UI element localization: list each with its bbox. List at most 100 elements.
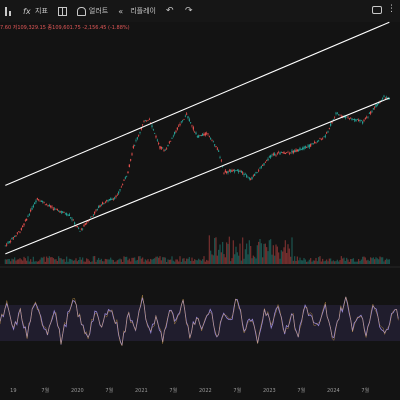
- volume-bar: [254, 256, 256, 264]
- volume-bar: [364, 257, 366, 264]
- replay-button[interactable]: « 리플레이: [118, 6, 156, 16]
- volume-bar: [219, 244, 221, 264]
- candle-body: [183, 119, 185, 120]
- candle-body: [304, 146, 306, 148]
- candle-body: [15, 235, 17, 236]
- candle-body: [104, 202, 106, 203]
- candle-body: [76, 226, 78, 227]
- volume-bar: [386, 258, 388, 264]
- volume-bar: [284, 240, 286, 264]
- volume-bar: [30, 259, 32, 264]
- candle-body: [314, 141, 316, 144]
- volume-bar: [135, 260, 137, 264]
- volume-bar: [215, 237, 217, 264]
- volume-bar: [370, 257, 372, 264]
- candle-body: [340, 116, 342, 117]
- volume-bar: [75, 258, 77, 264]
- candle-body: [72, 219, 74, 221]
- volume-bar: [282, 251, 284, 264]
- layout-button[interactable]: [57, 6, 67, 16]
- candle-body: [298, 149, 300, 152]
- volume-bar: [99, 260, 101, 264]
- volume-bar: [378, 259, 380, 264]
- volume-bar: [34, 261, 36, 264]
- volume-bar: [383, 261, 385, 264]
- volume-bar: [327, 261, 329, 264]
- candle-body: [64, 213, 66, 215]
- volume-bar: [246, 243, 248, 264]
- candle-body: [24, 220, 26, 222]
- candle-body: [286, 152, 288, 154]
- volume-bar: [115, 261, 117, 264]
- volume-bar: [120, 259, 122, 264]
- candle-body: [318, 140, 320, 142]
- volume-bar: [196, 260, 198, 264]
- volume-bar: [323, 261, 325, 264]
- volume-bar: [128, 258, 130, 264]
- candle-body: [322, 138, 324, 140]
- volume-bar: [39, 259, 41, 264]
- candle-body: [230, 170, 232, 172]
- candle-body: [344, 116, 346, 118]
- more-icon[interactable]: ⋮: [387, 4, 396, 14]
- volume-bar: [22, 260, 24, 264]
- candle-body: [336, 113, 338, 115]
- candle-body: [307, 145, 309, 147]
- volume-bar: [260, 243, 262, 264]
- candle-body: [159, 146, 161, 149]
- volume-bar: [43, 256, 45, 264]
- camera-icon[interactable]: [372, 6, 382, 14]
- candle-body: [263, 163, 265, 166]
- volume-bar: [95, 261, 97, 264]
- panel-divider: [0, 266, 400, 268]
- candle-body: [43, 202, 45, 204]
- candle-body: [44, 204, 46, 206]
- undo-button[interactable]: ↶: [166, 6, 175, 16]
- alert-label: 얼러트: [88, 7, 109, 15]
- volume-bar: [250, 246, 252, 264]
- volume-bar: [14, 257, 16, 264]
- indicators-button[interactable]: fx 지표: [23, 6, 48, 16]
- alert-button[interactable]: 얼러트: [76, 6, 109, 16]
- bar-chart-icon: [4, 6, 13, 16]
- volume-bar: [28, 261, 30, 264]
- volume-bar: [54, 259, 56, 264]
- function-icon: fx: [23, 6, 31, 16]
- volume-bar: [124, 256, 126, 264]
- candle-body: [58, 210, 60, 212]
- candle-body: [55, 208, 57, 210]
- volume-bar: [307, 261, 309, 264]
- candle-body: [364, 118, 366, 119]
- volume-bar: [191, 257, 193, 264]
- candle-body: [204, 133, 206, 136]
- volume-bar: [50, 257, 52, 264]
- candle-body: [224, 170, 226, 173]
- volume-bar: [276, 246, 278, 264]
- candle-body: [46, 204, 48, 205]
- volume-bar: [8, 259, 10, 264]
- candle-body: [66, 213, 68, 216]
- trend-line-lower: [5, 97, 390, 255]
- volume-bar: [62, 259, 64, 264]
- volume-bar: [382, 257, 384, 264]
- candle-body: [195, 132, 197, 135]
- volume-bar: [38, 261, 40, 264]
- candle-body: [272, 153, 274, 155]
- candle-body: [274, 153, 276, 156]
- candle-body: [355, 119, 357, 122]
- volume-bar: [199, 259, 201, 264]
- volume-bar: [367, 259, 369, 264]
- candle-body: [311, 143, 313, 145]
- volume-bar: [19, 258, 21, 264]
- volume-bar: [283, 247, 285, 264]
- redo-button[interactable]: ↷: [185, 6, 194, 16]
- chart-type-button[interactable]: [4, 6, 13, 16]
- volume-bar: [336, 259, 338, 264]
- candle-body: [190, 122, 192, 124]
- candle-body: [312, 143, 314, 145]
- candle-body: [96, 208, 98, 210]
- candle-body: [143, 121, 145, 122]
- volume-bar: [11, 258, 13, 264]
- volume-bar: [52, 258, 54, 264]
